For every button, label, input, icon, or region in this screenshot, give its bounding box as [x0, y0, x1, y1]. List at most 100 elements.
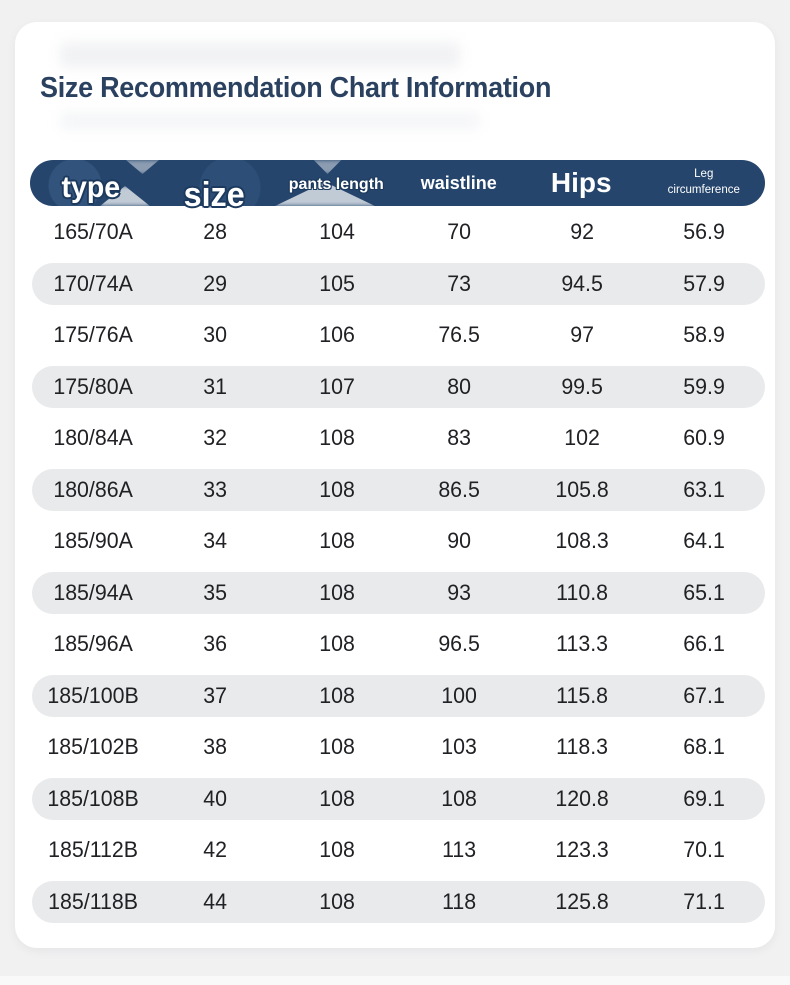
cell-leg_circumference: 69.1 — [683, 785, 725, 811]
column-header-leg-circumference: Leg circumference — [667, 168, 740, 196]
cell-type: 185/112B — [48, 837, 138, 862]
column-header-waistline: waistline — [420, 172, 497, 193]
table-row: 185/108B 40 108 108 120.8 69.1 — [32, 777, 765, 820]
cell-hips: 123.3 — [555, 837, 609, 862]
table-row: 185/94A 35 108 93 110.8 65.1 — [32, 571, 765, 614]
cell-size: 34 — [203, 528, 228, 553]
table-header-bar: type size pants length waistline Hips Le… — [30, 160, 765, 214]
cell-leg_circumference: 68.1 — [683, 734, 725, 759]
cell-type: 185/94A — [53, 579, 133, 605]
next-card-edge — [0, 976, 790, 985]
page-title: Size Recommendation Chart Information — [40, 72, 552, 104]
cell-leg_circumference: 59.9 — [683, 373, 725, 399]
blurred-text-artifact-subtitle — [60, 112, 480, 130]
cell-leg_circumference: 58.9 — [683, 322, 725, 347]
cell-type: 180/84A — [53, 425, 133, 450]
column-header-hips: Hips — [550, 167, 612, 198]
cell-waistline: 90 — [447, 528, 472, 553]
cell-hips: 120.8 — [555, 785, 609, 811]
table-row: 175/80A 31 107 80 99.5 59.9 — [32, 365, 765, 408]
cell-pants_length: 108 — [319, 888, 356, 914]
cell-leg_circumference: 63.1 — [683, 476, 725, 502]
cell-hips: 118.3 — [555, 734, 608, 759]
cell-size: 36 — [203, 631, 228, 656]
table-row: 185/118B 44 108 118 125.8 71.1 — [32, 880, 765, 923]
cell-leg_circumference: 65.1 — [683, 579, 725, 605]
column-header-size: size — [183, 175, 245, 214]
cell-leg_circumference: 64.1 — [683, 528, 725, 553]
cell-pants_length: 108 — [319, 785, 356, 811]
table-row: 185/102B 38 108 103 118.3 68.1 — [32, 726, 765, 768]
cell-size: 32 — [203, 425, 228, 450]
table-row: 180/86A 33 108 86.5 105.8 63.1 — [32, 468, 765, 511]
cell-waistline: 70 — [447, 219, 472, 244]
cell-type: 185/108B — [47, 785, 139, 811]
cell-pants_length: 108 — [319, 734, 356, 759]
cell-size: 42 — [203, 837, 228, 862]
column-header-type: type — [61, 171, 121, 204]
cell-pants_length: 108 — [319, 476, 356, 502]
cell-type: 185/102B — [47, 734, 139, 759]
cell-waistline: 108 — [441, 785, 478, 811]
cell-hips: 99.5 — [560, 373, 603, 399]
table-row: 180/84A 32 108 83 102 60.9 — [32, 417, 765, 459]
cell-size: 38 — [203, 734, 228, 759]
cell-type: 165/70A — [53, 219, 133, 244]
cell-waistline: 86.5 — [438, 476, 481, 502]
cell-waistline: 118 — [442, 888, 477, 914]
cell-pants_length: 104 — [319, 219, 356, 244]
cell-hips: 125.8 — [555, 888, 609, 914]
table-row: 185/90A 34 108 90 108.3 64.1 — [32, 520, 765, 562]
cell-size: 40 — [203, 785, 228, 811]
cell-type: 175/80A — [53, 373, 133, 399]
cell-waistline: 96.5 — [438, 631, 481, 656]
cell-type: 185/100B — [47, 682, 139, 708]
cell-waistline: 103 — [441, 734, 478, 759]
cell-hips: 110.8 — [555, 579, 608, 605]
cell-pants_length: 106 — [319, 322, 356, 347]
cell-waistline: 80 — [447, 373, 472, 399]
cell-waistline: 113 — [442, 837, 477, 862]
cell-hips: 115.8 — [555, 682, 608, 708]
cell-hips: 102 — [563, 425, 600, 450]
header-ghost-artifact — [313, 160, 342, 174]
cell-waistline: 76.5 — [438, 322, 481, 347]
cell-leg_circumference: 57.9 — [683, 270, 725, 296]
cell-hips: 113.3 — [555, 631, 608, 656]
cell-type: 175/76A — [53, 322, 133, 347]
cell-type: 185/96A — [53, 631, 133, 656]
cell-leg_circumference: 70.1 — [683, 837, 725, 862]
table-row: 170/74A 29 105 73 94.5 57.9 — [32, 262, 765, 305]
table-row: 175/76A 30 106 76.5 97 58.9 — [32, 314, 765, 356]
cell-leg_circumference: 66.1 — [683, 631, 725, 656]
cell-hips: 108.3 — [555, 528, 609, 553]
column-header-pants-length: pants length — [288, 176, 384, 193]
cell-leg_circumference: 67.1 — [683, 682, 725, 708]
cell-pants_length: 108 — [319, 579, 356, 605]
cell-leg_circumference: 56.9 — [683, 219, 725, 244]
cell-hips: 92 — [569, 219, 594, 244]
cell-pants_length: 108 — [319, 682, 356, 708]
cell-waistline: 73 — [447, 270, 472, 296]
cell-size: 35 — [203, 579, 228, 605]
table-row: 185/96A 36 108 96.5 113.3 66.1 — [32, 623, 765, 665]
cell-leg_circumference: 60.9 — [683, 425, 725, 450]
cell-size: 37 — [203, 682, 228, 708]
cell-pants_length: 108 — [319, 837, 356, 862]
cell-waistline: 100 — [441, 682, 478, 708]
cell-waistline: 83 — [447, 425, 472, 450]
cell-pants_length: 108 — [319, 631, 356, 656]
cell-size: 29 — [203, 270, 228, 296]
cell-type: 185/118B — [48, 888, 138, 914]
size-chart-card: Size Recommendation Chart Information ty… — [15, 22, 775, 948]
cell-size: 44 — [203, 888, 228, 914]
cell-type: 185/90A — [53, 528, 133, 553]
table-row: 185/100B 37 108 100 115.8 67.1 — [32, 674, 765, 717]
cell-pants_length: 108 — [319, 425, 356, 450]
cell-hips: 94.5 — [560, 270, 603, 296]
cell-leg_circumference: 71.1 — [683, 888, 725, 914]
cell-hips: 97 — [569, 322, 594, 347]
size-table-body: 165/70A 28 104 70 92 56.9 170/74A 29 105 73 94.5 57… — [32, 211, 765, 932]
cell-pants_length: 108 — [319, 528, 356, 553]
cell-hips: 105.8 — [555, 476, 609, 502]
